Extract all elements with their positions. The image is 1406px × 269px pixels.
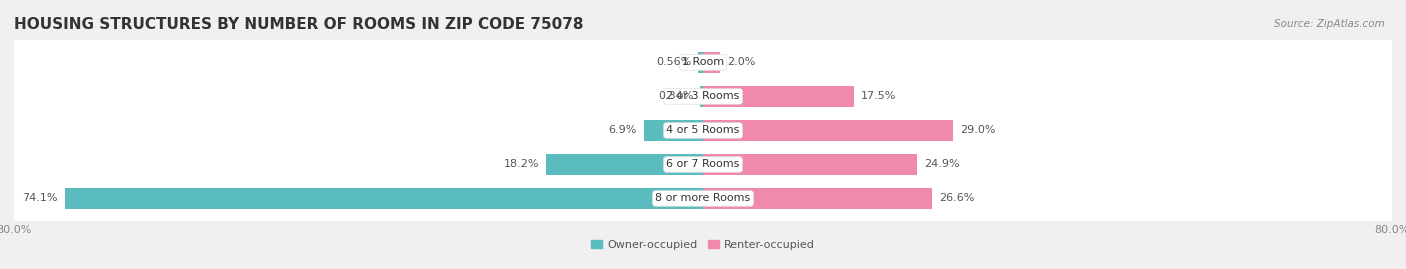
Legend: Owner-occupied, Renter-occupied: Owner-occupied, Renter-occupied [586, 236, 820, 255]
Bar [703, 188, 932, 209]
Text: 29.0%: 29.0% [960, 125, 995, 136]
Text: 0.56%: 0.56% [657, 58, 692, 68]
FancyBboxPatch shape [11, 22, 1395, 103]
Text: 4 or 5 Rooms: 4 or 5 Rooms [666, 125, 740, 136]
Text: 26.6%: 26.6% [939, 193, 974, 203]
FancyBboxPatch shape [11, 125, 1395, 206]
Text: 6.9%: 6.9% [609, 125, 637, 136]
Bar [547, 154, 703, 175]
Bar [703, 52, 720, 73]
FancyBboxPatch shape [11, 57, 1395, 138]
Text: 2 or 3 Rooms: 2 or 3 Rooms [666, 91, 740, 101]
Bar [703, 86, 853, 107]
FancyBboxPatch shape [11, 124, 1395, 205]
Text: 24.9%: 24.9% [924, 160, 960, 169]
Text: 17.5%: 17.5% [860, 91, 896, 101]
Bar [644, 120, 703, 141]
Text: 74.1%: 74.1% [22, 193, 58, 203]
Text: 8 or more Rooms: 8 or more Rooms [655, 193, 751, 203]
Text: 1 Room: 1 Room [682, 58, 724, 68]
FancyBboxPatch shape [11, 91, 1395, 172]
Bar [699, 52, 703, 73]
FancyBboxPatch shape [11, 159, 1395, 240]
Text: 2.0%: 2.0% [727, 58, 755, 68]
Bar [65, 188, 703, 209]
FancyBboxPatch shape [11, 158, 1395, 239]
Bar [700, 86, 703, 107]
Text: 0.34%: 0.34% [658, 91, 693, 101]
Bar [703, 120, 953, 141]
Text: 6 or 7 Rooms: 6 or 7 Rooms [666, 160, 740, 169]
Text: 18.2%: 18.2% [503, 160, 540, 169]
FancyBboxPatch shape [11, 56, 1395, 137]
Bar [703, 154, 918, 175]
Text: HOUSING STRUCTURES BY NUMBER OF ROOMS IN ZIP CODE 75078: HOUSING STRUCTURES BY NUMBER OF ROOMS IN… [14, 17, 583, 32]
Text: Source: ZipAtlas.com: Source: ZipAtlas.com [1274, 19, 1385, 29]
FancyBboxPatch shape [11, 90, 1395, 171]
FancyBboxPatch shape [11, 23, 1395, 104]
